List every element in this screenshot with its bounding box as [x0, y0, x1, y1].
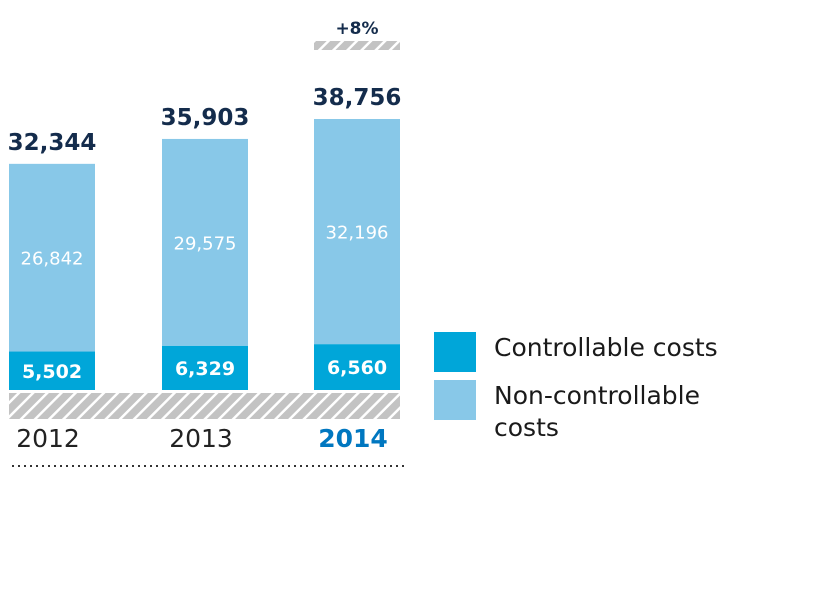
bar-segment-controllable [162, 345, 248, 390]
baseline-hatch-band [9, 393, 400, 419]
bar-total-label: 32,344 [8, 130, 97, 156]
x-tick-label: 2013 [169, 424, 233, 453]
legend-item-non-controllable: Non-controllable costs [434, 380, 724, 444]
legend-label: Controllable costs [494, 333, 718, 362]
bar-segment-non-controllable [9, 163, 95, 352]
bar-value-label: 26,842 [21, 249, 84, 270]
bar-value-label: 6,560 [327, 357, 387, 379]
bar-segment-non-controllable [162, 138, 248, 346]
bar-segment-controllable [314, 344, 400, 390]
growth-hatch-band [314, 41, 400, 50]
bar-total-label: 38,756 [313, 85, 402, 111]
bar-segment-non-controllable [314, 119, 400, 345]
legend-item-controllable: Controllable costs [434, 332, 754, 372]
bar-value-label: 5,502 [22, 361, 82, 383]
bar-total-label: 35,903 [161, 105, 250, 131]
bar-value-label: 29,575 [174, 233, 237, 254]
bar-value-label: 32,196 [326, 223, 389, 244]
x-tick-label: 2012 [16, 424, 80, 453]
bar-segment-controllable [9, 351, 95, 390]
growth-annotation: +8% [335, 19, 378, 39]
legend-label: Non-controllable costs [494, 381, 700, 442]
legend-swatch [434, 380, 476, 420]
x-tick-label: 2014 [318, 424, 388, 453]
legend-swatch [434, 332, 476, 372]
bar-value-label: 6,329 [175, 358, 235, 380]
